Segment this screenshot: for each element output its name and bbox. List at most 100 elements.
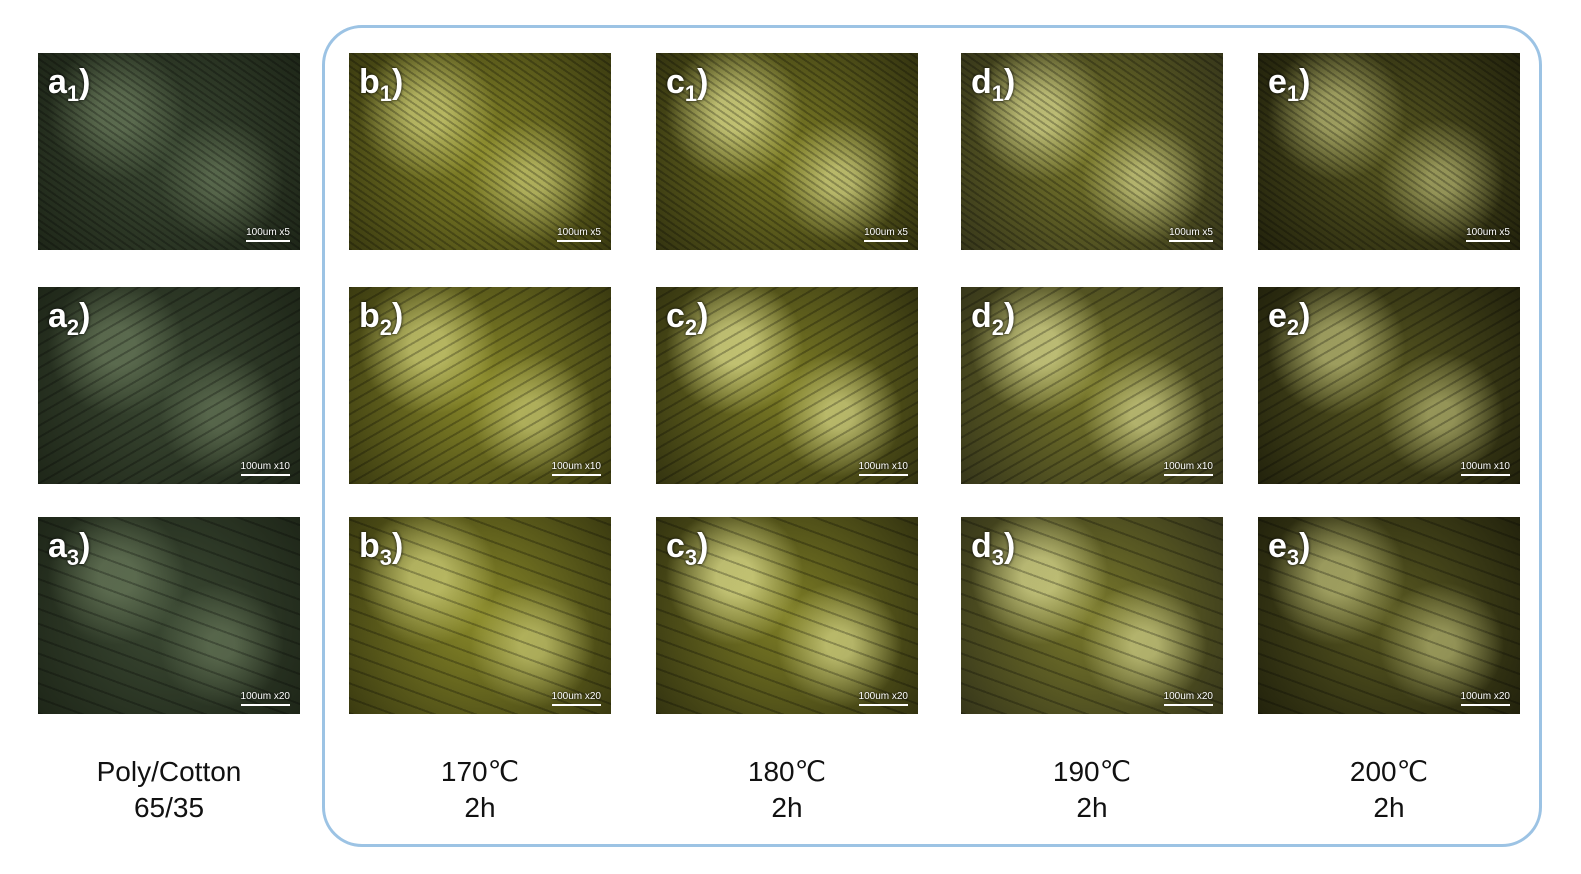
group-frame (322, 25, 1542, 847)
panel-subscript: 3 (991, 545, 1005, 570)
scale-bar: 100um x20 (240, 691, 290, 706)
scale-bar: 100um x5 (1169, 227, 1213, 242)
panel-label: c1) (666, 63, 709, 107)
panel-subscript: 1 (379, 81, 393, 106)
micrograph: e3) 100um x20 (1258, 517, 1520, 714)
panel-paren: ) (79, 63, 91, 101)
panel-letter: a (48, 297, 67, 335)
panel-letter: d (971, 297, 992, 335)
panel-label: d3) (971, 527, 1015, 571)
scale-bar: 100um x10 (858, 461, 908, 476)
panel-letter: e (1268, 63, 1287, 101)
micrograph: b1) 100um x5 (349, 53, 611, 250)
column-caption: 200℃ (1349, 756, 1429, 787)
panel-subscript: 2 (1286, 315, 1300, 340)
panel-letter: d (971, 527, 992, 565)
scale-bar: 100um x20 (551, 691, 601, 706)
panel-subscript: 3 (379, 545, 393, 570)
micrograph: d1) 100um x5 (961, 53, 1223, 250)
column-caption: Poly/Cotton (96, 756, 242, 787)
panel-letter: a (48, 527, 67, 565)
micrograph: b3) 100um x20 (349, 517, 611, 714)
micrograph: a3) 100um x20 (38, 517, 300, 714)
panel-paren: ) (1299, 63, 1311, 101)
panel-label: e1) (1268, 63, 1311, 107)
panel-letter: d (971, 63, 992, 101)
panel-letter: b (359, 63, 380, 101)
micrograph: d2) 100um x10 (961, 287, 1223, 484)
panel-label: b2) (359, 297, 403, 341)
panel-label: b1) (359, 63, 403, 107)
scale-bar: 100um x20 (1460, 691, 1510, 706)
panel-paren: ) (1004, 63, 1016, 101)
panel-subscript: 1 (991, 81, 1005, 106)
panel-letter: c (666, 63, 685, 101)
scale-bar: 100um x5 (1466, 227, 1510, 242)
scale-bar: 100um x5 (557, 227, 601, 242)
panel-paren: ) (697, 297, 709, 335)
panel-label: e2) (1268, 297, 1311, 341)
panel-paren: ) (1004, 297, 1016, 335)
micrograph: c1) 100um x5 (656, 53, 918, 250)
panel-letter: a (48, 63, 67, 101)
micrograph: a1) 100um x5 (38, 53, 300, 250)
panel-label: b3) (359, 527, 403, 571)
panel-paren: ) (697, 63, 709, 101)
panel-letter: e (1268, 297, 1287, 335)
scale-bar: 100um x10 (1460, 461, 1510, 476)
panel-subscript: 1 (66, 81, 80, 106)
panel-subscript: 2 (684, 315, 698, 340)
micrograph: a2) 100um x10 (38, 287, 300, 484)
panel-label: a1) (48, 63, 91, 107)
panel-label: e3) (1268, 527, 1311, 571)
panel-subscript: 1 (1286, 81, 1300, 106)
column-caption: 2h (464, 792, 496, 823)
panel-subscript: 2 (991, 315, 1005, 340)
micrograph: c2) 100um x10 (656, 287, 918, 484)
panel-label: c3) (666, 527, 709, 571)
scale-bar: 100um x5 (246, 227, 290, 242)
micrograph: e1) 100um x5 (1258, 53, 1520, 250)
micrograph: d3) 100um x20 (961, 517, 1223, 714)
micrograph: b2) 100um x10 (349, 287, 611, 484)
scale-bar: 100um x10 (551, 461, 601, 476)
scale-bar: 100um x5 (864, 227, 908, 242)
scale-bar: 100um x10 (1163, 461, 1213, 476)
panel-label: d1) (971, 63, 1015, 107)
panel-paren: ) (392, 297, 404, 335)
panel-letter: b (359, 527, 380, 565)
panel-label: a2) (48, 297, 91, 341)
panel-paren: ) (392, 63, 404, 101)
column-caption: 2h (1373, 792, 1405, 823)
panel-paren: ) (79, 527, 91, 565)
panel-paren: ) (1299, 297, 1311, 335)
panel-paren: ) (1004, 527, 1016, 565)
panel-subscript: 2 (66, 315, 80, 340)
panel-label: a3) (48, 527, 91, 571)
micrograph: e2) 100um x10 (1258, 287, 1520, 484)
panel-label: d2) (971, 297, 1015, 341)
scale-bar: 100um x20 (858, 691, 908, 706)
scale-bar: 100um x20 (1163, 691, 1213, 706)
column-caption: 2h (771, 792, 803, 823)
panel-subscript: 1 (684, 81, 698, 106)
column-caption: 170℃ (440, 756, 520, 787)
panel-letter: c (666, 527, 685, 565)
panel-paren: ) (392, 527, 404, 565)
column-caption: 2h (1076, 792, 1108, 823)
panel-subscript: 2 (379, 315, 393, 340)
column-caption: 190℃ (1052, 756, 1132, 787)
panel-subscript: 3 (1286, 545, 1300, 570)
micrograph: c3) 100um x20 (656, 517, 918, 714)
panel-subscript: 3 (684, 545, 698, 570)
column-caption: 180℃ (747, 756, 827, 787)
panel-letter: e (1268, 527, 1287, 565)
panel-paren: ) (1299, 527, 1311, 565)
column-caption: 65/35 (133, 792, 205, 823)
scale-bar: 100um x10 (240, 461, 290, 476)
panel-paren: ) (79, 297, 91, 335)
panel-label: c2) (666, 297, 709, 341)
panel-subscript: 3 (66, 545, 80, 570)
panel-letter: c (666, 297, 685, 335)
